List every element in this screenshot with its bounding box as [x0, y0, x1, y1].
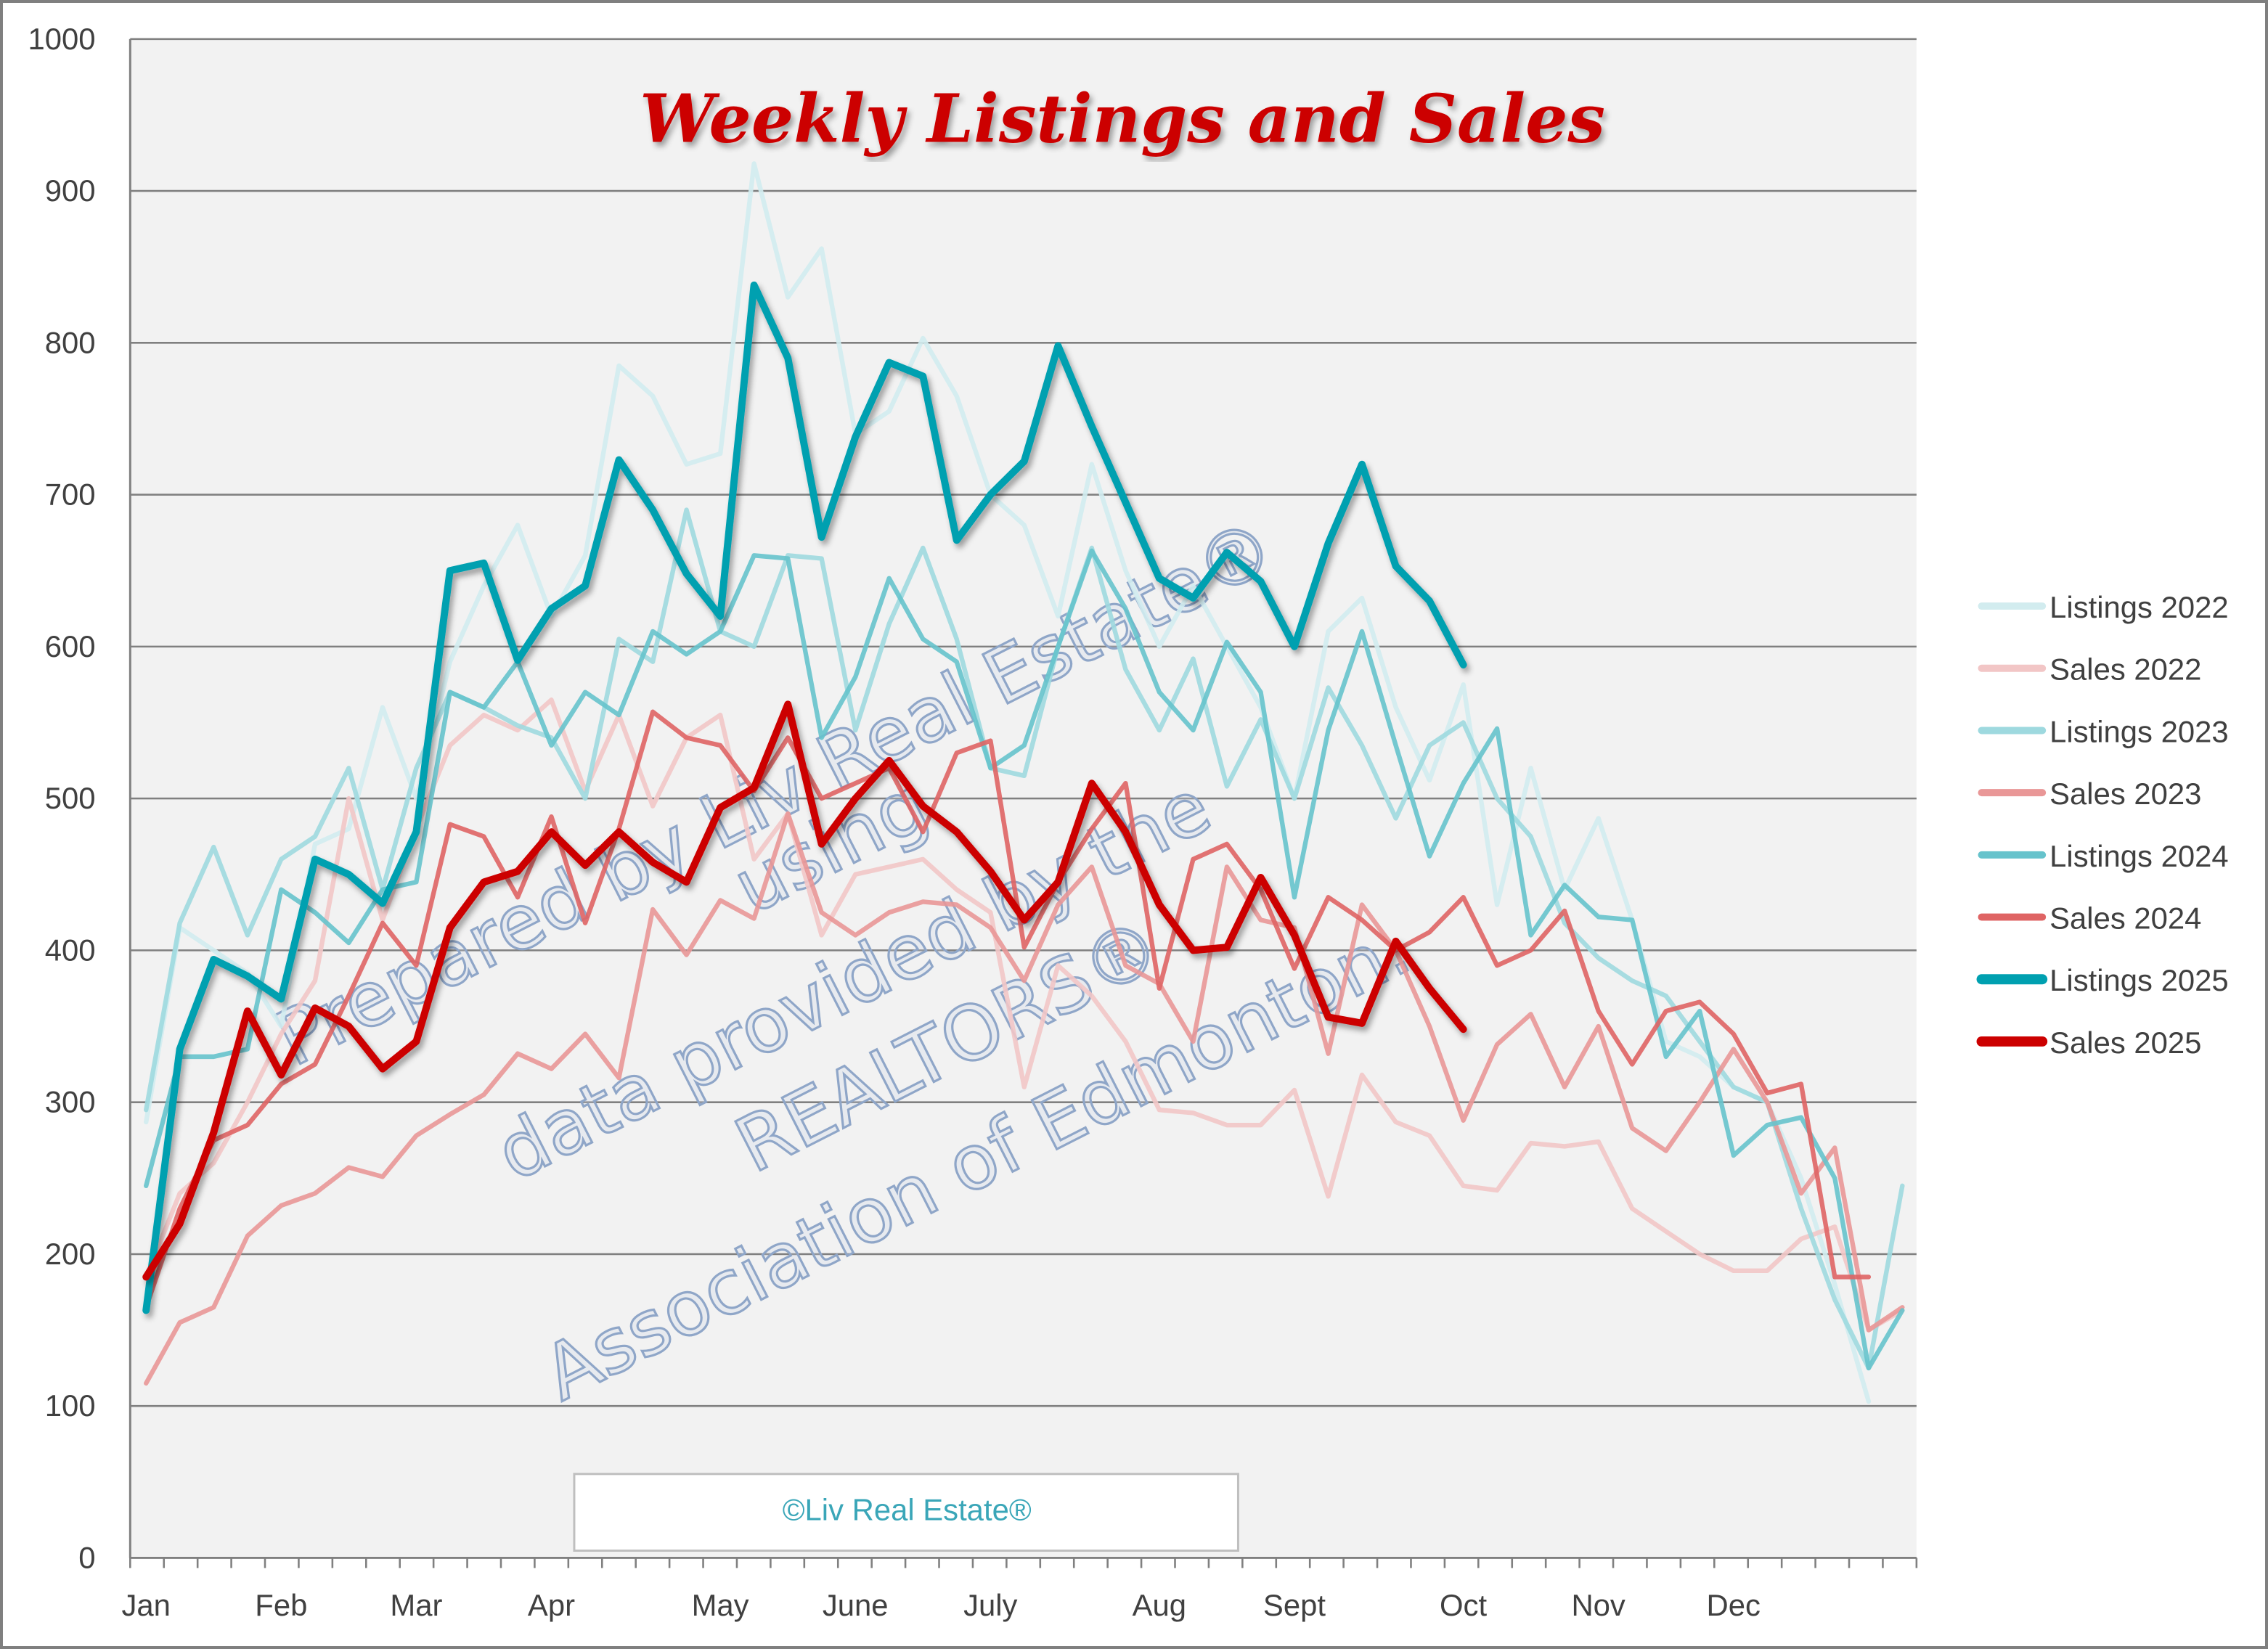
y-tick-label: 200 — [45, 1237, 96, 1271]
y-tick-label: 100 — [45, 1388, 96, 1423]
copyright-text: ©Liv Real Estate® — [783, 1493, 1032, 1527]
x-tick-label: Apr — [528, 1588, 575, 1622]
x-axis: Jan Feb Mar Apr May June July Aug Sept Oct Nov Dec — [122, 1556, 1918, 1622]
legend-label: Sales 2023 — [2049, 777, 2201, 811]
series-line-sales-2025 — [142, 700, 1467, 1281]
x-tick-label: July — [963, 1588, 1017, 1622]
gridlines — [130, 38, 1917, 1407]
y-tick-label: 900 — [45, 173, 96, 208]
series-line-listings-2024 — [144, 548, 1905, 1371]
x-tick-label: Oct — [1440, 1588, 1487, 1622]
x-tick-label: Feb — [255, 1588, 307, 1622]
legend: Listings 2022 Sales 2022 Listings 2023 Sale… — [1976, 590, 2229, 1060]
legend-label: Listings 2024 — [2049, 839, 2228, 873]
y-tick-label: 400 — [45, 933, 96, 967]
series-line-sales-2022 — [144, 697, 1905, 1333]
x-tick-label: Mar — [390, 1588, 442, 1622]
legend-label: Listings 2025 — [2049, 963, 2228, 997]
legend-label: Listings 2023 — [2049, 714, 2228, 748]
y-tick-label: 800 — [45, 325, 96, 359]
series-line-listings-2025 — [142, 281, 1467, 1314]
x-tick-label: Dec — [1707, 1588, 1761, 1622]
legend-label: Sales 2024 — [2049, 901, 2201, 935]
y-tick-label: 500 — [45, 781, 96, 815]
x-tick-label: June — [823, 1588, 889, 1622]
legend-label: Listings 2022 — [2049, 590, 2228, 624]
x-tick-label: Sept — [1263, 1588, 1326, 1622]
copyright-box — [573, 1473, 1239, 1552]
y-tick-label: 700 — [45, 478, 96, 512]
chart-title: Weekly Listings and Sales — [640, 79, 1605, 157]
x-tick-label: Jan — [122, 1588, 171, 1622]
y-tick-label: 0 — [78, 1540, 95, 1574]
y-tick-label: 300 — [45, 1085, 96, 1119]
series-line-listings-2023 — [144, 507, 1905, 1371]
series-lines — [142, 161, 1905, 1404]
y-tick-label: 600 — [45, 629, 96, 663]
x-tick-label: Nov — [1571, 1588, 1625, 1622]
x-tick-label: Aug — [1133, 1588, 1186, 1622]
series-line-sales-2024 — [144, 709, 1872, 1310]
y-tick-label: 1000 — [28, 22, 95, 56]
series-line-sales-2023 — [144, 811, 1905, 1386]
legend-label: Sales 2022 — [2049, 652, 2201, 687]
y-axis: 0 100 200 300 400 500 600 700 800 900 1000 — [28, 22, 131, 1574]
legend-label: Sales 2025 — [2049, 1026, 2201, 1060]
x-tick-label: May — [692, 1588, 749, 1622]
